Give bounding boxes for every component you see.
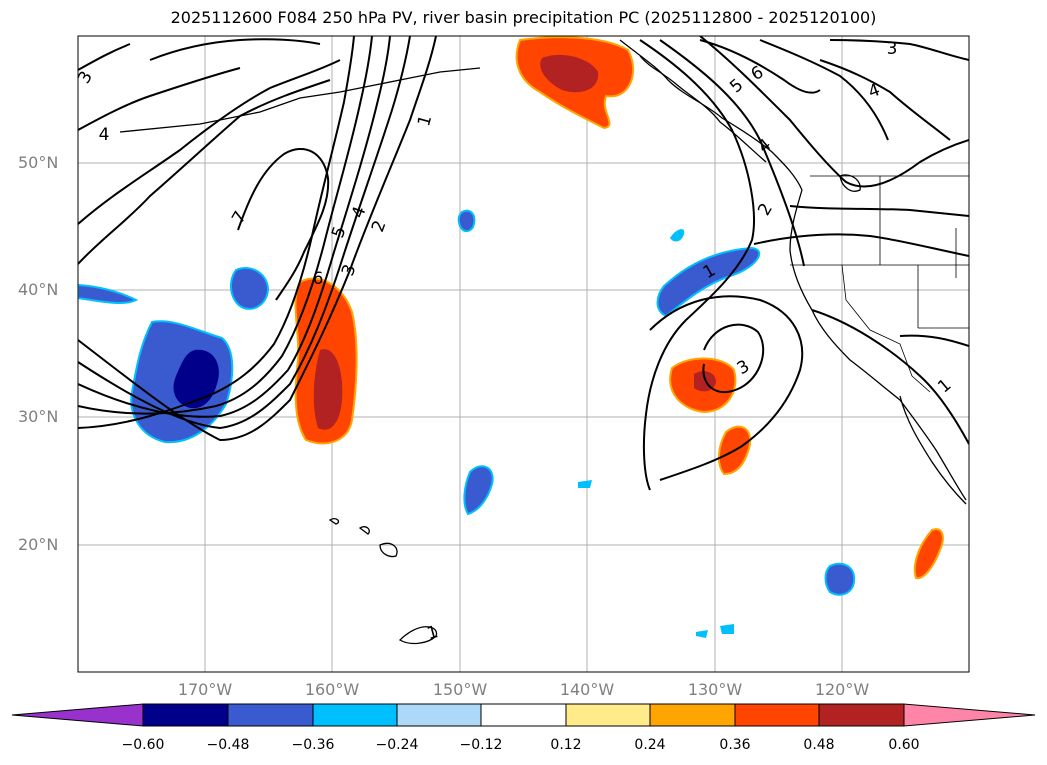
- pos-anomaly-far-southeast: [913, 528, 944, 580]
- colorbar-segment: [734, 703, 820, 727]
- neg-anomaly-tiny-3: [720, 624, 734, 634]
- colorbar-segment: [480, 703, 567, 727]
- coastlines: [119, 39, 967, 645]
- contour-label: 1: [425, 622, 441, 644]
- colorbar-tick-label: −0.60: [121, 737, 165, 753]
- colorbar-segment: [312, 703, 398, 727]
- colorbar-tick-label: −0.24: [375, 737, 419, 753]
- neg-anomaly-south: [824, 562, 856, 596]
- colorbar: [11, 703, 1036, 727]
- lon-label-120w: 120°W: [814, 680, 870, 699]
- neg-anomaly-tiny-1: [578, 480, 592, 488]
- lon-label-130w: 130°W: [687, 680, 743, 699]
- lat-label-20n: 20°N: [18, 535, 59, 554]
- map-frame: [77, 35, 970, 673]
- contour-label: 1: [414, 113, 436, 129]
- colorbar-segment: [649, 703, 736, 727]
- map-content: 3 4 7 6 5 4 3 2 1 1 3 2 4 5 6 3 4 1 1: [78, 36, 969, 672]
- lat-label-40n: 40°N: [18, 280, 59, 299]
- colorbar-tick-label: 0.12: [550, 737, 582, 753]
- colorbar-tick-label: −0.36: [291, 737, 335, 753]
- colorbar-tick-label: 0.60: [888, 737, 920, 753]
- negative-precip-anomalies: [78, 209, 856, 638]
- lon-label-170w: 170°W: [177, 680, 233, 699]
- colorbar-extend-high: [903, 703, 1036, 727]
- contour-label: 6: [313, 269, 324, 289]
- colorbar-tick-label: 0.24: [634, 737, 666, 753]
- neg-anomaly-tiny-2: [696, 630, 708, 638]
- pos-anomaly-central-core: [313, 349, 343, 430]
- lon-label-150w: 150°W: [432, 680, 488, 699]
- colorbar-segment: [396, 703, 482, 727]
- colorbar-tick-label: −0.48: [206, 737, 250, 753]
- lat-label-30n: 30°N: [18, 407, 59, 426]
- contour-label: 3: [887, 39, 898, 59]
- borders: [790, 175, 969, 393]
- neg-anomaly-small-2: [457, 209, 476, 232]
- colorbar-tick-label: 0.36: [719, 737, 751, 753]
- neg-anomaly-ribbon: [463, 465, 494, 516]
- lon-label-140w: 140°W: [559, 680, 615, 699]
- neg-anomaly-small-3: [670, 229, 685, 242]
- lon-label-160w: 160°W: [304, 680, 360, 699]
- neg-anomaly-small-1: [229, 267, 270, 310]
- neg-anomaly-core: [173, 349, 219, 409]
- neg-anomaly-edge: [78, 283, 139, 305]
- colorbar-extend-low: [11, 703, 144, 727]
- colorbar-segment: [227, 703, 314, 727]
- colorbar-segment: [565, 703, 651, 727]
- pos-anomaly-north-core: [540, 54, 599, 93]
- contour-label: 4: [99, 125, 110, 145]
- colorbar-tick-label: 0.48: [803, 737, 835, 753]
- colorbar-segment: [142, 703, 229, 727]
- pv-contours: [78, 36, 969, 491]
- lat-label-50n: 50°N: [18, 153, 59, 172]
- colorbar-segment: [818, 703, 905, 727]
- colorbar-tick-label: −0.12: [459, 737, 503, 753]
- positive-precip-anomalies: [294, 36, 944, 580]
- map-title: 2025112600 F084 250 hPa PV, river basin …: [170, 8, 877, 27]
